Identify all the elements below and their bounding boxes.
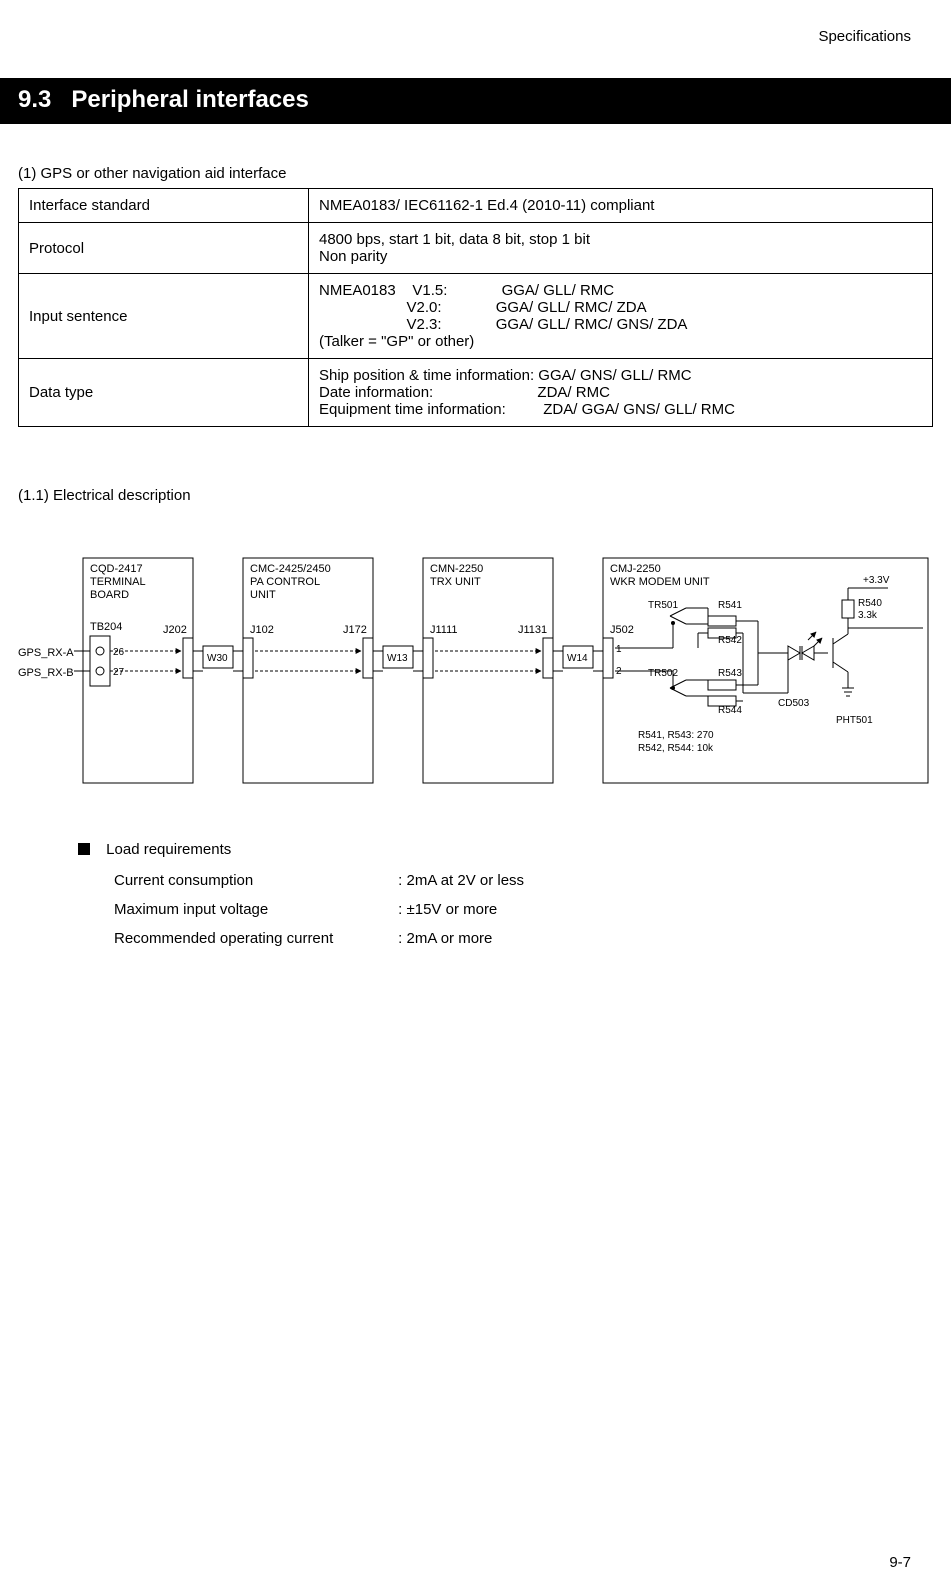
section-heading: 9.3 Peripheral interfaces bbox=[0, 78, 951, 124]
electrical-diagram: GPS_RX-A GPS_RX-B CQD-2417 TERMINAL BOAR… bbox=[18, 528, 933, 811]
load-val: : ±15V or more bbox=[398, 901, 497, 918]
r540-label: R540 bbox=[858, 598, 882, 609]
load-req-title: Load requirements bbox=[106, 841, 231, 858]
w30-label: W30 bbox=[207, 653, 228, 664]
cell-value: NMEA0183 V1.5: GGA/ GLL/ RMC V2.0: GGA/ … bbox=[309, 274, 933, 359]
r543-label: R543 bbox=[718, 668, 742, 679]
block-terminal-line2: TERMINAL bbox=[90, 576, 146, 588]
load-requirements: Load requirements Current consumption : … bbox=[78, 841, 933, 947]
block-pa-line3: UNIT bbox=[250, 589, 276, 601]
load-val: : 2mA or more bbox=[398, 930, 492, 947]
page-header: Specifications bbox=[818, 28, 911, 45]
pin-27: 27 bbox=[113, 667, 125, 678]
block-terminal-line1: CQD-2417 bbox=[90, 563, 143, 575]
resistor-note1: R541, R543: 270 bbox=[638, 730, 714, 741]
cell-label: Input sentence bbox=[19, 274, 309, 359]
bullet-square-icon bbox=[78, 843, 90, 855]
subsection-1-1-title: (1.1) Electrical description bbox=[18, 487, 933, 504]
load-key: Current consumption bbox=[114, 872, 394, 889]
cell-value: NMEA0183/ IEC61162-1 Ed.4 (2010-11) comp… bbox=[309, 189, 933, 223]
j1111-label: J1111 bbox=[430, 624, 458, 636]
block-pa-line2: PA CONTROL bbox=[250, 576, 320, 588]
vcc-label: +3.3V bbox=[863, 575, 890, 586]
w14-label: W14 bbox=[567, 653, 588, 664]
table-row: Interface standard NMEA0183/ IEC61162-1 … bbox=[19, 189, 933, 223]
block-pa-line1: CMC-2425/2450 bbox=[250, 563, 331, 575]
table-row: Protocol 4800 bps, start 1 bit, data 8 b… bbox=[19, 223, 933, 274]
r544-label: R544 bbox=[718, 705, 742, 716]
r540-val: 3.3k bbox=[858, 610, 878, 621]
block-trx-line1: CMN-2250 bbox=[430, 563, 483, 575]
load-key: Recommended operating current bbox=[114, 930, 394, 947]
w13-label: W13 bbox=[387, 653, 408, 664]
r542-label: R542 bbox=[718, 635, 742, 646]
block-wkr-line1: CMJ-2250 bbox=[610, 563, 661, 575]
section-title: Peripheral interfaces bbox=[71, 86, 308, 113]
signal-rx-b: GPS_RX-B bbox=[18, 667, 74, 679]
load-row: Current consumption : 2mA at 2V or less bbox=[114, 872, 933, 889]
j502-pin1: 1 bbox=[616, 644, 622, 655]
load-req-heading: Load requirements bbox=[78, 841, 933, 858]
pht501-label: PHT501 bbox=[836, 715, 873, 726]
page-number: 9-7 bbox=[889, 1554, 911, 1571]
cell-label: Data type bbox=[19, 359, 309, 427]
j172-label: J172 bbox=[343, 624, 367, 636]
table-row: Input sentence NMEA0183 V1.5: GGA/ GLL/ … bbox=[19, 274, 933, 359]
j202-label: J202 bbox=[163, 624, 187, 636]
r541-label: R541 bbox=[718, 600, 742, 611]
subsection-1-title: (1) GPS or other navigation aid interfac… bbox=[18, 165, 933, 182]
block-trx-line2: TRX UNIT bbox=[430, 576, 481, 588]
block-wkr-line2: WKR MODEM UNIT bbox=[610, 576, 710, 588]
load-key: Maximum input voltage bbox=[114, 901, 394, 918]
cell-label: Protocol bbox=[19, 223, 309, 274]
load-val: : 2mA at 2V or less bbox=[398, 872, 524, 889]
interface-spec-table: Interface standard NMEA0183/ IEC61162-1 … bbox=[18, 188, 933, 427]
load-row: Maximum input voltage : ±15V or more bbox=[114, 901, 933, 918]
page-content: (1) GPS or other navigation aid interfac… bbox=[18, 165, 933, 959]
block-terminal-line3: BOARD bbox=[90, 589, 129, 601]
tb204-label: TB204 bbox=[90, 621, 122, 633]
load-row: Recommended operating current : 2mA or m… bbox=[114, 930, 933, 947]
cell-value: Ship position & time information: GGA/ G… bbox=[309, 359, 933, 427]
table-row: Data type Ship position & time informati… bbox=[19, 359, 933, 427]
cd503-label: CD503 bbox=[778, 698, 810, 709]
pin-26: 26 bbox=[113, 647, 125, 658]
j102-label: J102 bbox=[250, 624, 274, 636]
tr502-label: TR502 bbox=[648, 668, 678, 679]
cell-value: 4800 bps, start 1 bit, data 8 bit, stop … bbox=[309, 223, 933, 274]
resistor-note2: R542, R544: 10k bbox=[638, 743, 714, 754]
j502-label: J502 bbox=[610, 624, 634, 636]
signal-rx-a: GPS_RX-A bbox=[18, 647, 74, 659]
j1131-label: J1131 bbox=[518, 624, 547, 636]
section-number: 9.3 bbox=[18, 86, 51, 113]
cell-label: Interface standard bbox=[19, 189, 309, 223]
tr501-label: TR501 bbox=[648, 600, 678, 611]
